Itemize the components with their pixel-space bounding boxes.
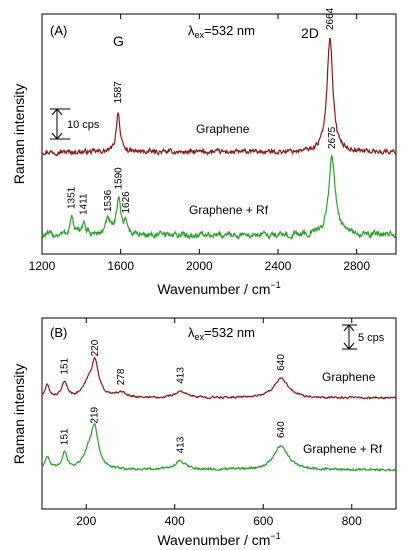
peak-label-2664: 2664 — [325, 7, 336, 30]
x-tick-label: 600 — [253, 514, 273, 528]
peak-label-1626: 1626 — [121, 191, 132, 214]
series-line-graphene — [41, 356, 397, 400]
panel-b-scale-bar: 5 cps — [342, 324, 385, 350]
x-tick-label: 1600 — [107, 259, 134, 273]
peak-label-151: 151 — [60, 428, 71, 445]
x-tick-label: 1200 — [29, 259, 56, 273]
series-line-graphene-rf — [41, 153, 397, 241]
peak-label-413: 413 — [176, 367, 187, 384]
band-label-2d: 2D — [301, 25, 319, 41]
series-label-graphene-rf: Graphene + Rf — [189, 203, 269, 217]
panel-a-excitation: λex=532 nm — [188, 23, 255, 40]
panel-a: (A) λex=532 nm G 2D 10 cps Graphene Grap… — [11, 7, 397, 297]
scale-bar-label: 5 cps — [358, 332, 385, 344]
peak-label-640: 640 — [276, 354, 287, 371]
peak-label-1590: 1590 — [114, 167, 125, 190]
panel-a-frame — [41, 13, 397, 255]
peak-label-2675: 2675 — [327, 126, 338, 149]
band-label-g: G — [113, 33, 124, 49]
panel-b-x-axis: 200 400 600 800 — [76, 318, 362, 528]
panel-b-xlabel: Wavenumber / cm−1 — [157, 531, 280, 548]
x-tick-label: 2000 — [186, 259, 213, 273]
x-tick-label: 400 — [165, 514, 185, 528]
series-line-graphene-rf — [41, 422, 397, 472]
x-tick-label: 2800 — [343, 259, 370, 273]
panel-b: (B) λex=532 nm 5 cps Graphene Graphene +… — [11, 317, 397, 548]
series-label-graphene: Graphene — [322, 370, 376, 384]
panel-a-xlabel: Wavenumber / cm−1 — [157, 280, 280, 297]
scale-bar-label: 10 cps — [67, 119, 100, 131]
peak-label-278: 278 — [116, 368, 127, 385]
series-label-graphene-rf: Graphene + Rf — [303, 442, 383, 456]
peak-label-220: 220 — [90, 339, 101, 356]
panel-b-excitation: λex=532 nm — [188, 325, 255, 342]
x-tick-label: 800 — [342, 514, 362, 528]
panel-b-frame — [41, 317, 397, 510]
panel-b-label: (B) — [50, 325, 67, 340]
peak-label-1411: 1411 — [79, 193, 90, 215]
series-line-graphene — [41, 37, 397, 157]
peak-label-640: 640 — [276, 421, 287, 438]
peak-label-1351: 1351 — [67, 186, 78, 209]
peak-label-413: 413 — [176, 436, 187, 453]
peak-label-151: 151 — [60, 357, 71, 374]
panel-b-plot: 151 220 278 413 640 151 219 413 640 — [41, 339, 397, 472]
panel-b-ylabel: Raman intensity — [11, 364, 27, 464]
panel-a-ylabel: Raman intensity — [11, 84, 27, 184]
panel-a-label: (A) — [50, 23, 67, 38]
panel-a-x-axis: 1200 1600 2000 2400 2800 — [29, 14, 370, 273]
peak-label-219: 219 — [90, 406, 101, 423]
x-tick-label: 200 — [76, 514, 96, 528]
x-tick-label: 2400 — [265, 259, 292, 273]
series-label-graphene: Graphene — [196, 122, 250, 136]
panel-a-scale-bar: 10 cps — [50, 108, 100, 140]
peak-label-1536: 1536 — [103, 189, 114, 212]
peak-label-1587: 1587 — [113, 81, 124, 104]
